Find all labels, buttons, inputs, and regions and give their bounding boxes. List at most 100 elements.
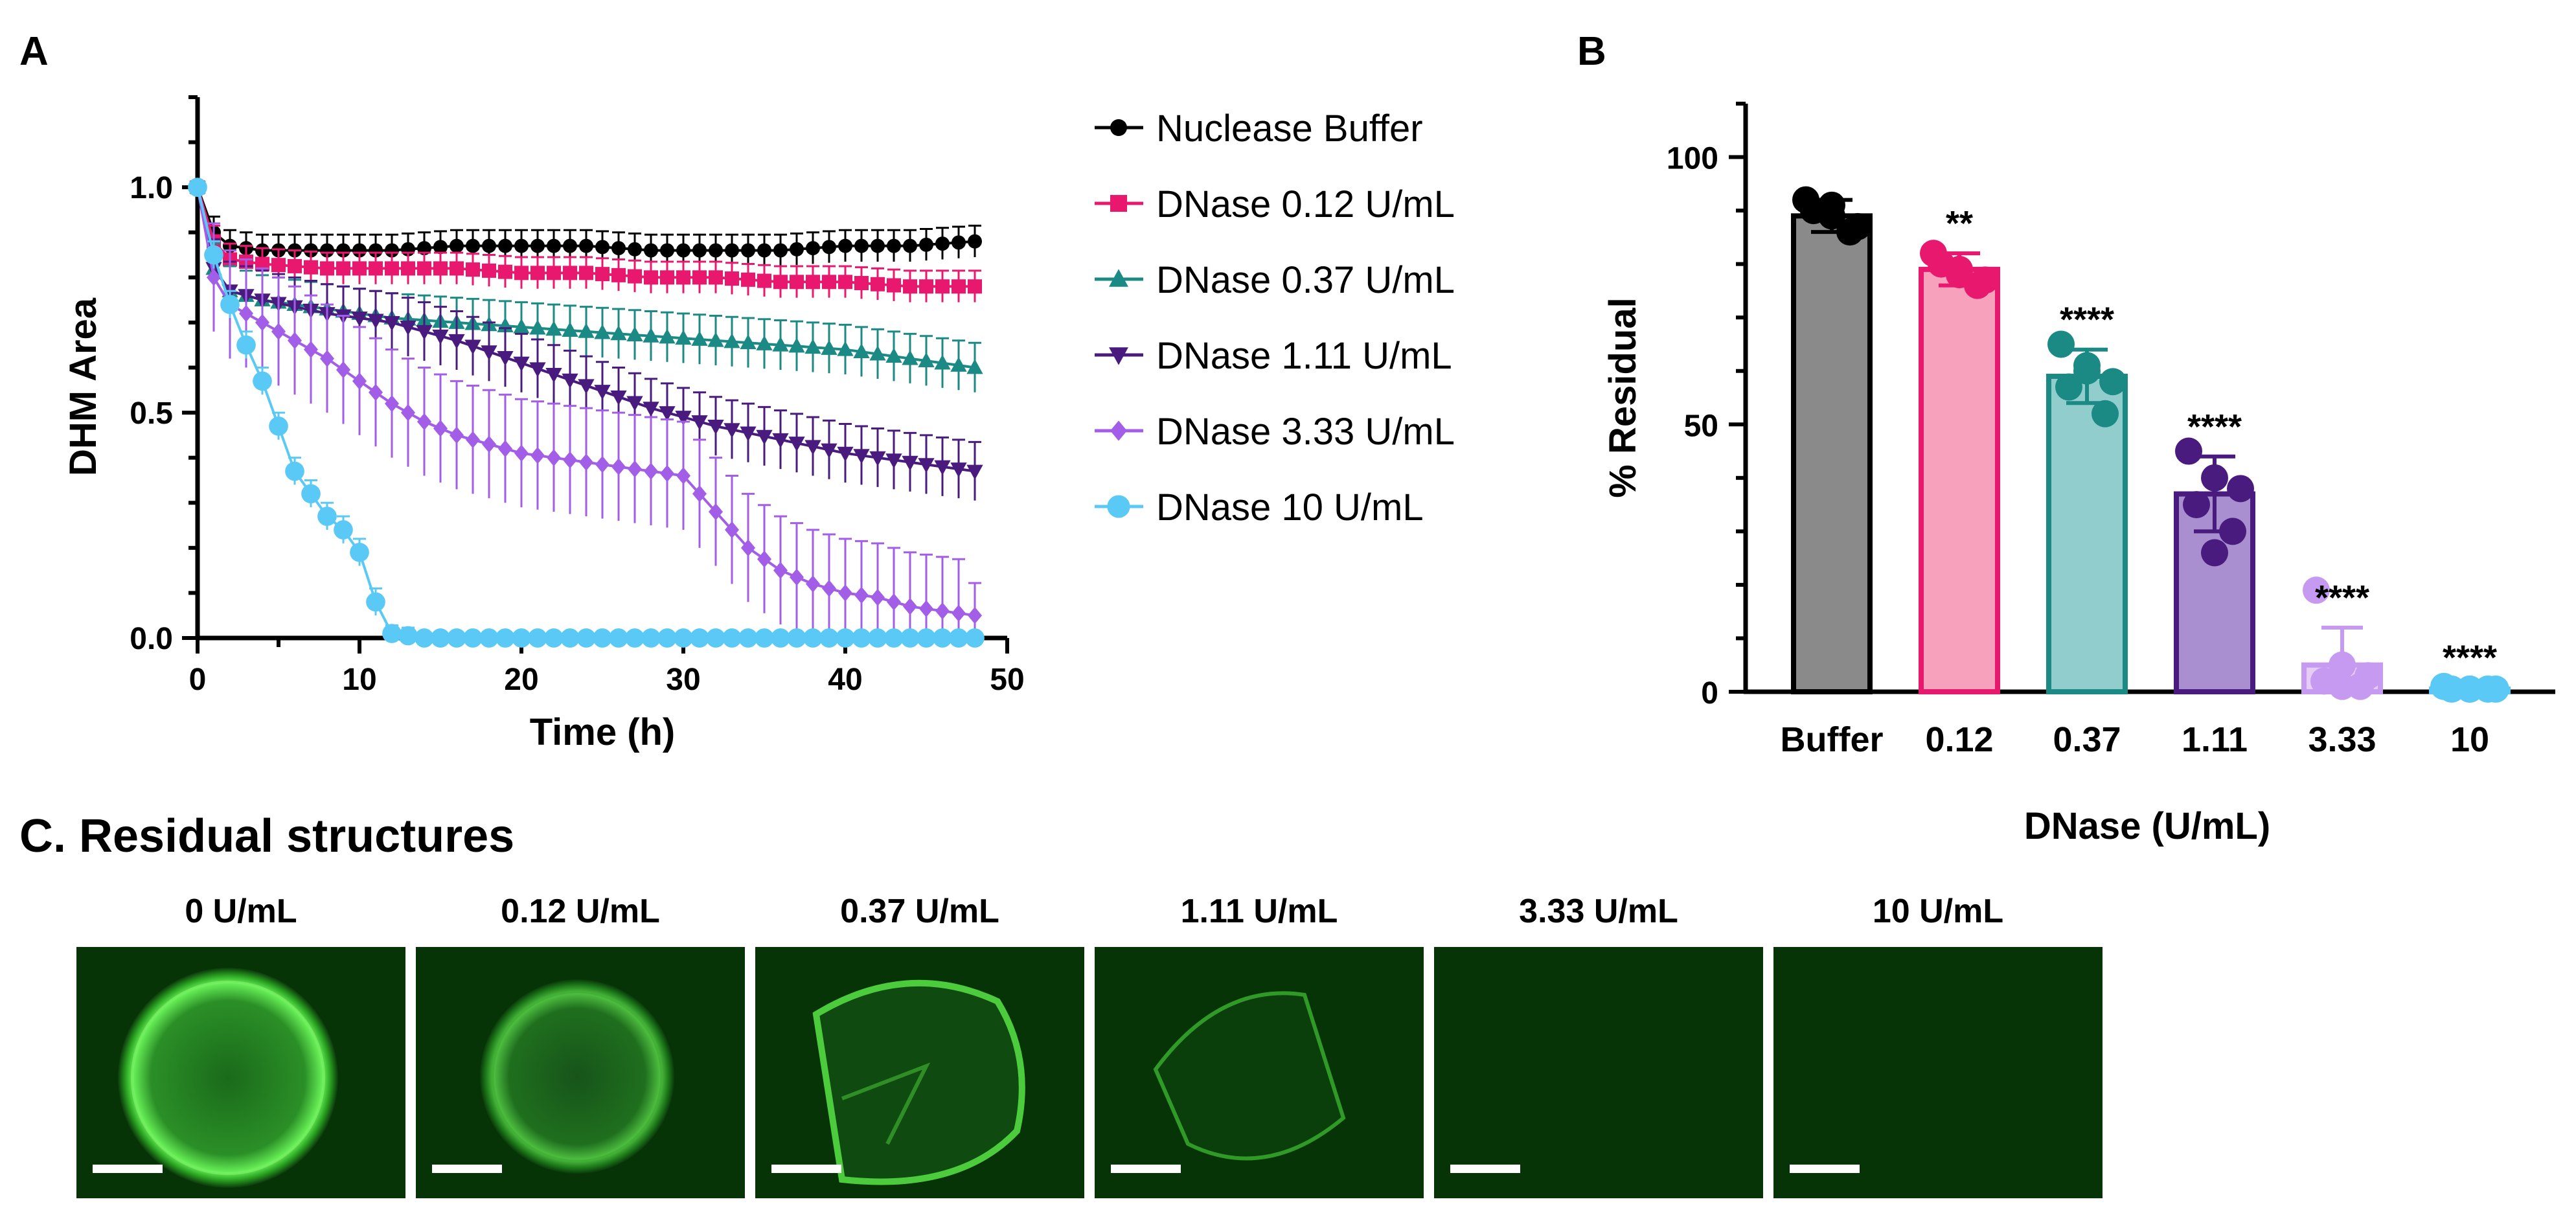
data-point xyxy=(950,462,967,478)
data-point xyxy=(560,628,580,648)
panel-b-axes: 0 50 100 xyxy=(1667,102,2555,711)
data-point xyxy=(706,628,725,648)
data-point xyxy=(285,461,304,481)
data-point xyxy=(852,628,871,648)
data-point xyxy=(690,628,709,648)
data-point xyxy=(498,238,512,253)
data-point xyxy=(903,279,917,294)
data-point xyxy=(382,624,402,643)
y-tick-label: 50 xyxy=(1684,409,1718,443)
data-point xyxy=(722,628,742,648)
data-point xyxy=(900,628,920,648)
data-point xyxy=(659,328,676,344)
data-point xyxy=(676,243,690,258)
data-point xyxy=(790,275,804,290)
data-point xyxy=(1836,218,1864,246)
panel-a: A 0 10 20 30 40 50 0.0 0.5 1.0 Nuclease Buffer DN… xyxy=(19,29,1455,753)
scale-bar xyxy=(93,1165,163,1173)
data-point xyxy=(968,279,982,294)
data-point xyxy=(529,362,546,378)
data-point xyxy=(965,628,985,648)
data-point xyxy=(1946,261,1973,289)
legend-label: DNase 1.11 U/mL xyxy=(1156,335,1452,377)
data-point xyxy=(869,451,886,466)
data-point xyxy=(528,628,547,648)
bar-group-0: Buffer xyxy=(1781,186,1884,759)
data-point xyxy=(545,368,562,383)
data-point xyxy=(579,453,593,471)
data-point xyxy=(806,575,820,593)
data-point xyxy=(304,341,318,358)
data-point xyxy=(271,258,286,273)
data-point xyxy=(366,592,385,612)
residual-image-1: 0.12 U/mL xyxy=(416,893,745,1198)
data-point xyxy=(350,542,369,562)
data-point xyxy=(838,275,852,290)
x-tick-label: 0 xyxy=(189,663,207,697)
data-point xyxy=(530,266,545,280)
data-point xyxy=(188,177,207,198)
data-point xyxy=(772,336,789,352)
data-point xyxy=(288,258,302,273)
data-point xyxy=(352,243,367,258)
y-tick-label: 0.5 xyxy=(130,396,173,431)
category-label: 0.37 xyxy=(2053,720,2121,759)
data-point xyxy=(869,345,886,361)
data-point xyxy=(2201,464,2228,492)
data-point xyxy=(466,238,480,253)
legend-label: DNase 0.12 U/mL xyxy=(1156,183,1455,225)
data-point xyxy=(675,411,692,426)
data-point xyxy=(2073,352,2101,380)
data-point xyxy=(804,338,821,354)
data-point xyxy=(497,350,514,367)
image-label: 0.37 U/mL xyxy=(840,893,999,930)
category-label: 10 xyxy=(2450,720,2489,759)
data-point xyxy=(919,237,933,252)
data-point xyxy=(676,467,690,484)
data-point xyxy=(966,464,983,480)
image-background xyxy=(1434,947,1763,1198)
data-point xyxy=(595,267,610,282)
data-point xyxy=(2219,518,2246,545)
data-point xyxy=(952,604,966,622)
data-point xyxy=(464,339,481,355)
x-tick-label: 40 xyxy=(828,663,862,697)
data-point xyxy=(236,335,256,355)
data-point xyxy=(320,243,334,258)
data-point xyxy=(594,385,611,400)
x-tick-label: 30 xyxy=(666,663,700,697)
significance-label: ** xyxy=(1946,204,1973,243)
data-point xyxy=(691,330,708,346)
data-point xyxy=(902,350,918,365)
data-point xyxy=(741,243,755,258)
data-point xyxy=(644,462,658,480)
scale-bar xyxy=(1790,1165,1860,1173)
data-point xyxy=(952,235,966,250)
y-tick-label: 1.0 xyxy=(130,171,173,205)
data-point xyxy=(837,446,854,462)
data-point xyxy=(482,238,496,253)
bar-group-3: **** 1.11 xyxy=(2174,407,2255,759)
data-point xyxy=(610,325,627,341)
data-point xyxy=(544,628,564,648)
data-point xyxy=(400,320,416,336)
panel-b-letter: B xyxy=(1577,29,1606,74)
y-tick-label: 0.0 xyxy=(130,622,173,656)
section-c-title: C. Residual structures xyxy=(19,810,514,862)
data-point xyxy=(903,238,917,253)
data-point xyxy=(836,628,855,648)
data-point xyxy=(514,266,529,280)
data-point xyxy=(2456,675,2483,703)
data-point xyxy=(2201,539,2228,567)
data-point xyxy=(579,266,593,280)
data-point xyxy=(269,416,288,436)
data-point xyxy=(578,323,595,338)
section-c: C. Residual structures 0 U/mL 0.12 U/mL 0.… xyxy=(19,810,2103,1198)
data-point xyxy=(724,333,740,348)
data-point xyxy=(352,372,367,390)
data-point xyxy=(304,243,318,258)
data-point xyxy=(576,628,596,648)
data-point xyxy=(253,371,272,391)
data-point xyxy=(935,602,950,620)
data-point xyxy=(740,334,757,350)
